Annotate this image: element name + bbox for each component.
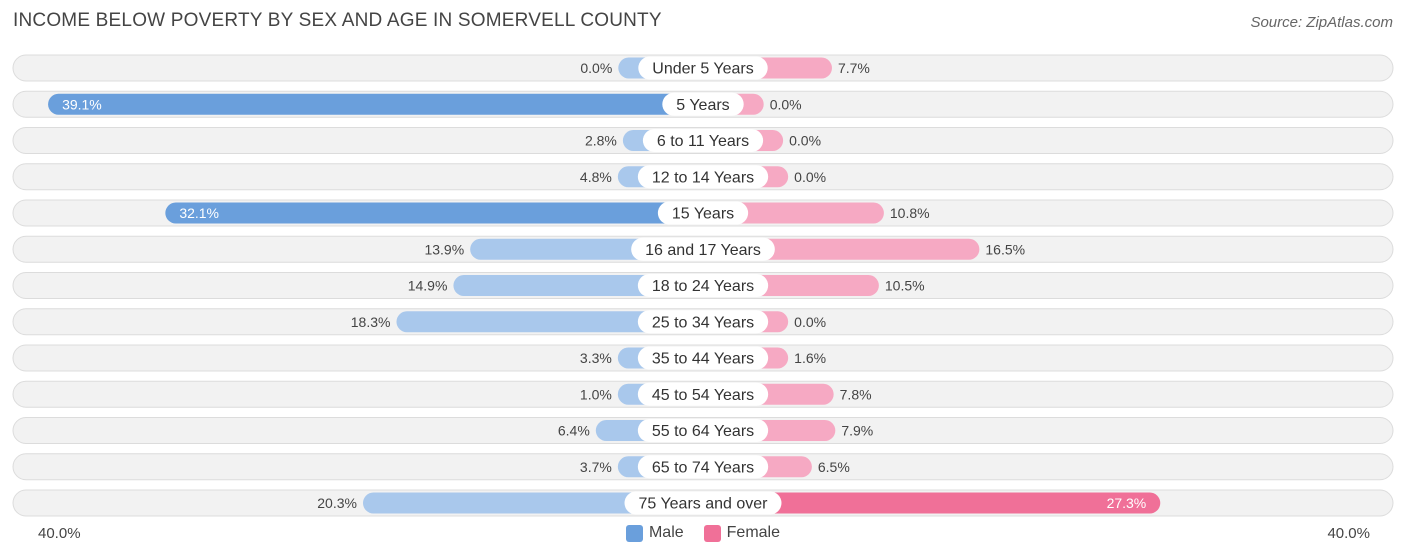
- male-bar: [396, 311, 703, 333]
- category-label-pill: [637, 419, 769, 442]
- male-value-label: 3.7%: [580, 459, 612, 475]
- category-label: 12 to 14 Years: [652, 169, 754, 186]
- male-bar: [48, 93, 703, 115]
- category-label-pill: [624, 491, 782, 515]
- category-label-pill: [638, 56, 768, 80]
- female-value-label: 0.0%: [794, 314, 826, 330]
- legend: Male Female: [0, 524, 1406, 542]
- female-value-label: 16.5%: [985, 241, 1025, 257]
- category-label-pill: [637, 346, 769, 370]
- male-value-label: 20.3%: [317, 495, 357, 511]
- male-value-label: 14.9%: [408, 278, 448, 294]
- category-label: 45 to 54 Years: [652, 387, 754, 404]
- category-label-pill: [637, 455, 769, 479]
- male-value-label: 2.8%: [585, 133, 617, 149]
- female-value-label: 1.6%: [794, 350, 826, 366]
- category-label: 5 Years: [676, 97, 729, 114]
- axis-right-label: 40.0%: [1327, 525, 1370, 542]
- male-value-label: 0.0%: [580, 60, 612, 76]
- male-value-label: 13.9%: [424, 241, 464, 257]
- female-value-label: 10.5%: [885, 278, 925, 294]
- category-label-pill: [657, 201, 749, 225]
- category-label-pill: [631, 237, 775, 261]
- category-label-pill: [662, 92, 744, 116]
- male-bar: [362, 492, 703, 514]
- category-label-pill: [637, 310, 769, 334]
- female-bar: [703, 492, 1161, 514]
- category-label: 55 to 64 Years: [652, 423, 754, 440]
- male-value-label: 3.3%: [580, 350, 612, 366]
- category-label: 6 to 11 Years: [657, 133, 749, 150]
- category-label: 18 to 24 Years: [652, 278, 754, 295]
- category-label-pill: [637, 274, 769, 297]
- legend-item-female[interactable]: Female: [703, 524, 781, 542]
- category-label-pill: [642, 129, 764, 152]
- male-value-label: 1.0%: [580, 386, 612, 402]
- female-value-label: 0.0%: [789, 133, 821, 149]
- source-label: Source: ZipAtlas.com: [1250, 14, 1393, 31]
- category-label: Under 5 Years: [652, 61, 753, 78]
- female-bar: [703, 202, 884, 224]
- category-label: 75 Years and over: [639, 496, 769, 513]
- category-label: 25 to 34 Years: [652, 314, 754, 331]
- male-swatch: [625, 524, 643, 542]
- female-value-label: 10.8%: [890, 205, 930, 221]
- female-swatch: [703, 524, 721, 542]
- male-value-label: 6.4%: [558, 423, 590, 439]
- diverging-bar-chart: Under 5 Years 0.0% 7.7% 5 Years 39.1% 0.0% 6 t…: [12, 54, 1394, 517]
- female-value-label: 0.0%: [794, 169, 826, 185]
- female-value-label: 0.0%: [770, 96, 802, 112]
- category-label: 35 to 44 Years: [652, 351, 754, 368]
- female-value-label: 7.8%: [840, 386, 872, 402]
- category-label: 15 Years: [672, 206, 734, 223]
- category-label-pill: [637, 382, 769, 406]
- female-value-label: 27.3%: [1107, 495, 1147, 511]
- category-label: 16 and 17 Years: [645, 242, 761, 259]
- male-value-label: 39.1%: [62, 96, 102, 112]
- male-value-label: 32.1%: [179, 205, 219, 221]
- female-value-label: 6.5%: [818, 459, 850, 475]
- axis-left-label: 40.0%: [38, 525, 81, 542]
- legend-item-male[interactable]: Male: [625, 524, 684, 542]
- female-value-label: 7.9%: [841, 423, 873, 439]
- category-label-pill: [637, 165, 769, 189]
- male-value-label: 4.8%: [580, 169, 612, 185]
- category-label: 65 to 74 Years: [652, 459, 754, 476]
- chart-title: INCOME BELOW POVERTY BY SEX AND AGE IN S…: [13, 10, 662, 31]
- male-value-label: 18.3%: [351, 314, 391, 330]
- male-bar: [165, 202, 703, 224]
- legend-female-label: Female: [726, 524, 781, 541]
- legend-male-label: Male: [648, 524, 684, 541]
- female-value-label: 7.7%: [838, 60, 870, 76]
